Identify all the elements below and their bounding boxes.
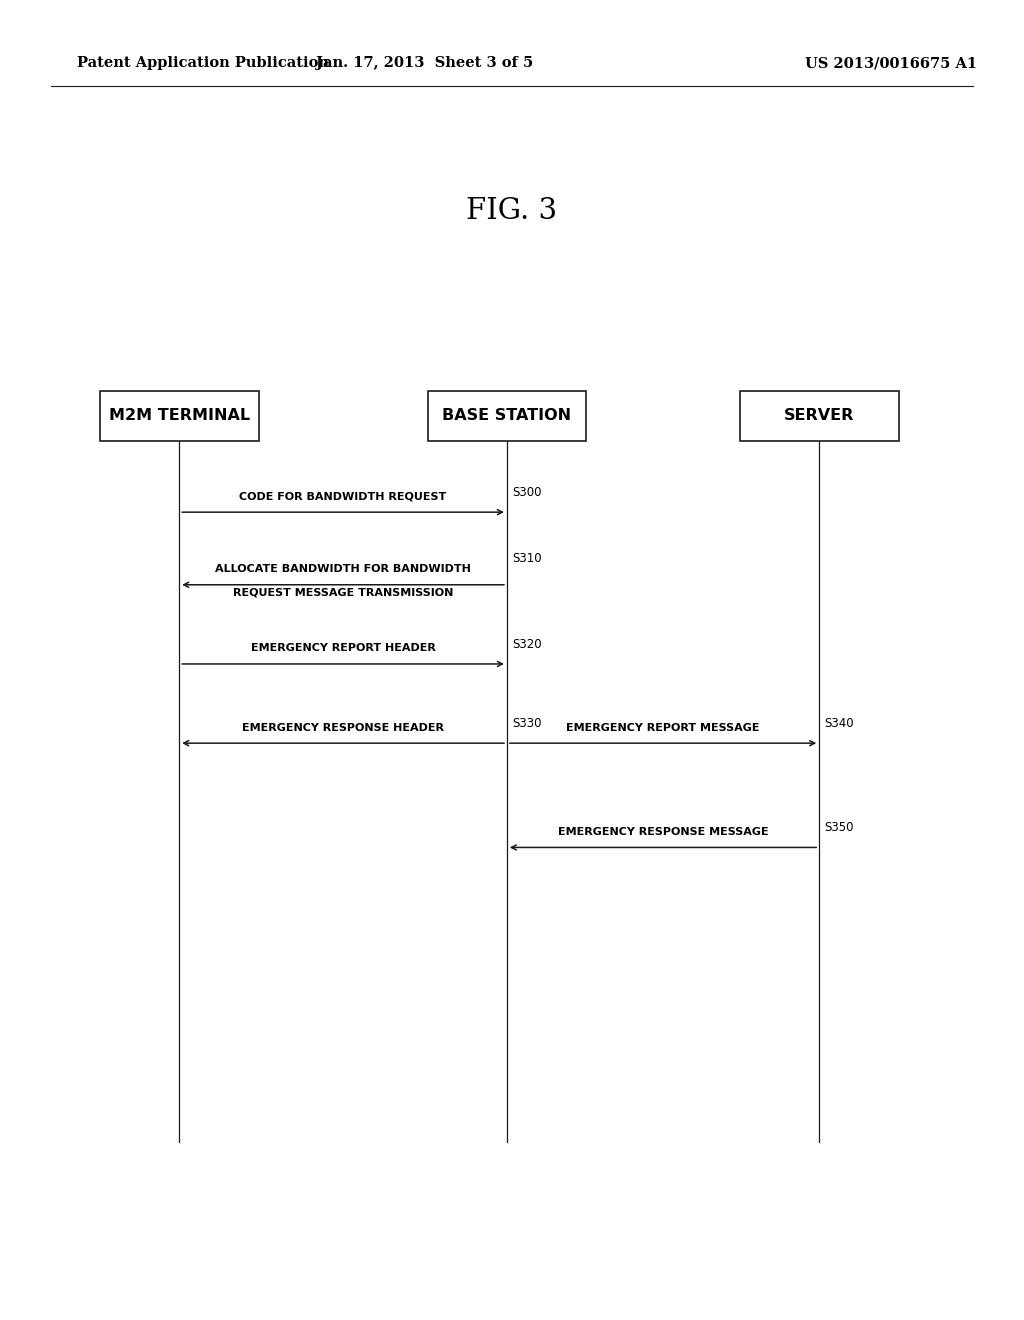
Text: US 2013/0016675 A1: US 2013/0016675 A1 bbox=[805, 57, 977, 70]
Text: Patent Application Publication: Patent Application Publication bbox=[77, 57, 329, 70]
Text: S310: S310 bbox=[512, 552, 542, 565]
Text: EMERGENCY RESPONSE HEADER: EMERGENCY RESPONSE HEADER bbox=[242, 722, 444, 733]
Text: ALLOCATE BANDWIDTH FOR BANDWIDTH: ALLOCATE BANDWIDTH FOR BANDWIDTH bbox=[215, 564, 471, 574]
Text: S330: S330 bbox=[512, 717, 542, 730]
Bar bbox=[428, 391, 586, 441]
Bar bbox=[739, 391, 899, 441]
Text: FIG. 3: FIG. 3 bbox=[467, 197, 557, 226]
Text: Jan. 17, 2013  Sheet 3 of 5: Jan. 17, 2013 Sheet 3 of 5 bbox=[316, 57, 534, 70]
Text: S300: S300 bbox=[512, 486, 542, 499]
Text: REQUEST MESSAGE TRANSMISSION: REQUEST MESSAGE TRANSMISSION bbox=[232, 587, 454, 598]
Text: S320: S320 bbox=[512, 638, 542, 651]
Text: EMERGENCY REPORT MESSAGE: EMERGENCY REPORT MESSAGE bbox=[566, 722, 760, 733]
Text: M2M TERMINAL: M2M TERMINAL bbox=[109, 408, 250, 424]
Text: EMERGENCY REPORT HEADER: EMERGENCY REPORT HEADER bbox=[251, 643, 435, 653]
Text: S350: S350 bbox=[824, 821, 854, 834]
Text: S340: S340 bbox=[824, 717, 854, 730]
Text: SERVER: SERVER bbox=[784, 408, 854, 424]
Text: CODE FOR BANDWIDTH REQUEST: CODE FOR BANDWIDTH REQUEST bbox=[240, 491, 446, 502]
Text: BASE STATION: BASE STATION bbox=[442, 408, 571, 424]
Text: EMERGENCY RESPONSE MESSAGE: EMERGENCY RESPONSE MESSAGE bbox=[558, 826, 768, 837]
Bar bbox=[99, 391, 258, 441]
